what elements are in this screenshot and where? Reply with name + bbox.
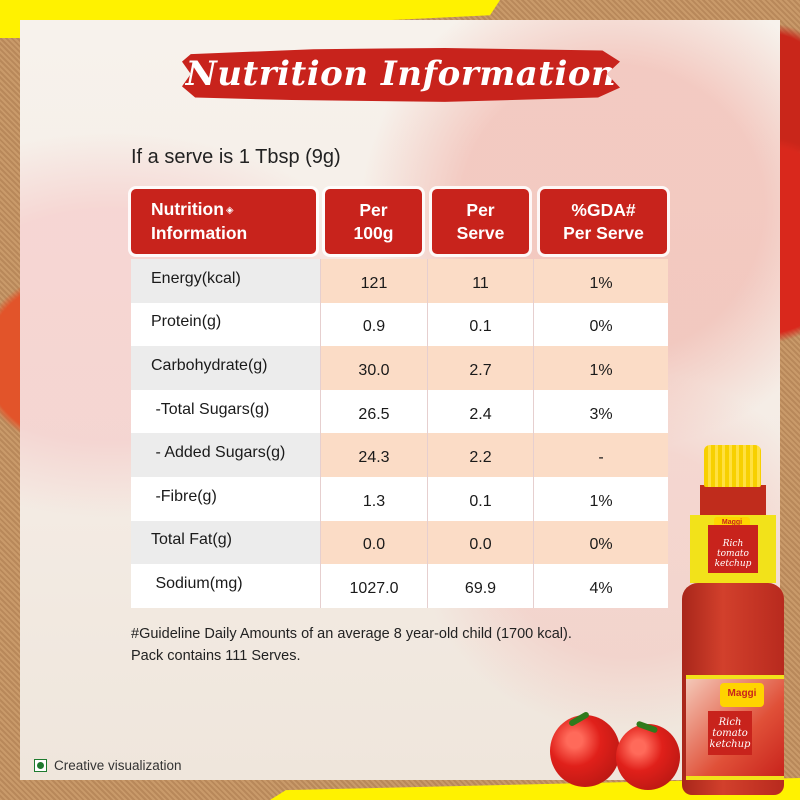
table-row: Carbohydrate(g) 30.0 2.7 1% (131, 346, 668, 390)
per-100g-value: 0.0 (320, 520, 427, 565)
table-row: - Added Sugars(g) 24.3 2.2 - (131, 433, 668, 477)
diamond-marker-icon: ◈ (225, 204, 234, 216)
per-serve-value: 0.1 (427, 476, 533, 521)
per-100g-value: 1.3 (320, 476, 427, 521)
gda-value: - (533, 433, 668, 477)
per-100g-value: 1027.0 (320, 564, 427, 608)
gda-value: 1% (533, 476, 668, 521)
bottle-cap (704, 445, 761, 487)
gda-footnote: #Guideline Daily Amounts of an average 8… (131, 626, 572, 664)
per-serve-value: 0.0 (427, 520, 533, 565)
gda-value: 3% (533, 389, 668, 434)
nutrition-table: Nutrition ◈ Information Per 100g Per Serve … (131, 189, 668, 608)
page-title: Nutrition Information (185, 54, 617, 94)
per-100g-value: 26.5 (320, 389, 427, 434)
nutrient-name: Total Fat(g) (131, 520, 320, 565)
nutrient-name: Energy(kcal) (131, 259, 320, 303)
per-serve-value: 2.7 (427, 346, 533, 390)
nutrient-name: -Fibre(g) (131, 476, 320, 521)
table-row: Sodium(mg) 1027.0 69.9 4% (131, 564, 668, 608)
per-serve-value: 69.9 (427, 564, 533, 608)
per-serve-value: 2.2 (427, 433, 533, 477)
header-nutrition-information: Nutrition ◈ Information (131, 189, 316, 254)
header-per-serve: Per Serve (432, 189, 529, 254)
table-row: Total Fat(g) 0.0 0.0 0% (131, 520, 668, 565)
per-serve-value: 2.4 (427, 389, 533, 434)
table-row: -Fibre(g) 1.3 0.1 1% (131, 476, 668, 521)
table-row: -Total Sugars(g) 26.5 2.4 3% (131, 389, 668, 434)
nutrient-name: Protein(g) (131, 302, 320, 347)
per-100g-value: 121 (320, 259, 427, 303)
per-serve-value: 11 (427, 259, 533, 303)
table-row: Energy(kcal) 121 11 1% (131, 259, 668, 303)
nutrient-name: - Added Sugars(g) (131, 433, 320, 477)
nutrient-name: -Total Sugars(g) (131, 389, 320, 434)
gda-value: 1% (533, 259, 668, 303)
per-serve-value: 0.1 (427, 302, 533, 347)
gda-value: 0% (533, 520, 668, 565)
table-header: Nutrition ◈ Information Per 100g Per Serve … (131, 189, 668, 254)
gda-value: 4% (533, 564, 668, 608)
per-100g-value: 0.9 (320, 302, 427, 347)
tomato-image (550, 715, 620, 787)
brand-logo: Maggi (720, 683, 764, 707)
nutrient-name: Sodium(mg) (131, 564, 320, 608)
per-100g-value: 24.3 (320, 433, 427, 477)
gda-value: 0% (533, 302, 668, 347)
title-banner: Nutrition Information (182, 47, 620, 102)
header-per-100g: Per 100g (325, 189, 422, 254)
table-body: Energy(kcal) 121 11 1% Protein(g) 0.9 0.… (131, 259, 668, 608)
serve-size-note: If a serve is 1 Tbsp (9g) (131, 146, 341, 168)
creative-visualization-note: Creative visualization (34, 758, 182, 773)
nutrient-name: Carbohydrate(g) (131, 346, 320, 390)
per-100g-value: 30.0 (320, 346, 427, 390)
ketchup-bottle-image: Maggi Rich tomato ketchup Maggi Rich tom… (678, 445, 788, 795)
bottle-neck-label: Maggi Rich tomato ketchup (690, 515, 776, 583)
header-gda-per-serve: %GDA# Per Serve (540, 189, 667, 254)
gda-value: 1% (533, 346, 668, 390)
table-row: Protein(g) 0.9 0.1 0% (131, 302, 668, 347)
tomato-image (616, 724, 680, 790)
bottle-main-label: Maggi Rich tomato ketchup (686, 675, 784, 780)
veg-symbol-icon (34, 759, 47, 772)
